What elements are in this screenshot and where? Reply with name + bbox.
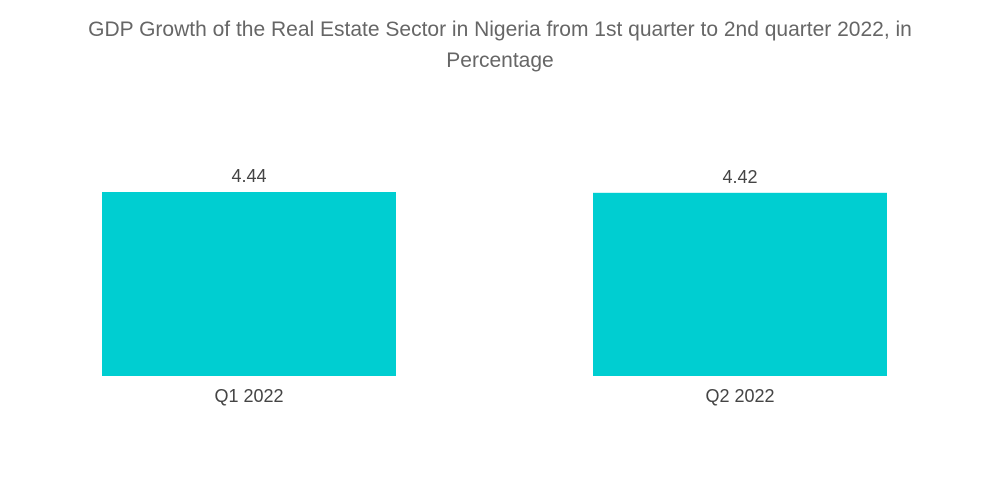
data-label-2: 4.42 bbox=[722, 167, 757, 187]
bar-1 bbox=[102, 192, 396, 376]
chart-title-line-2: Percentage bbox=[446, 49, 554, 72]
chart-title-line-1: GDP Growth of the Real Estate Sector in … bbox=[88, 18, 912, 41]
category-label-1: Q1 2022 bbox=[214, 386, 283, 406]
data-label-1: 4.44 bbox=[231, 166, 266, 186]
chart-title: GDP Growth of the Real Estate Sector in … bbox=[0, 14, 1000, 76]
bar-2 bbox=[593, 192, 887, 376]
category-label-2: Q2 2022 bbox=[705, 386, 774, 406]
